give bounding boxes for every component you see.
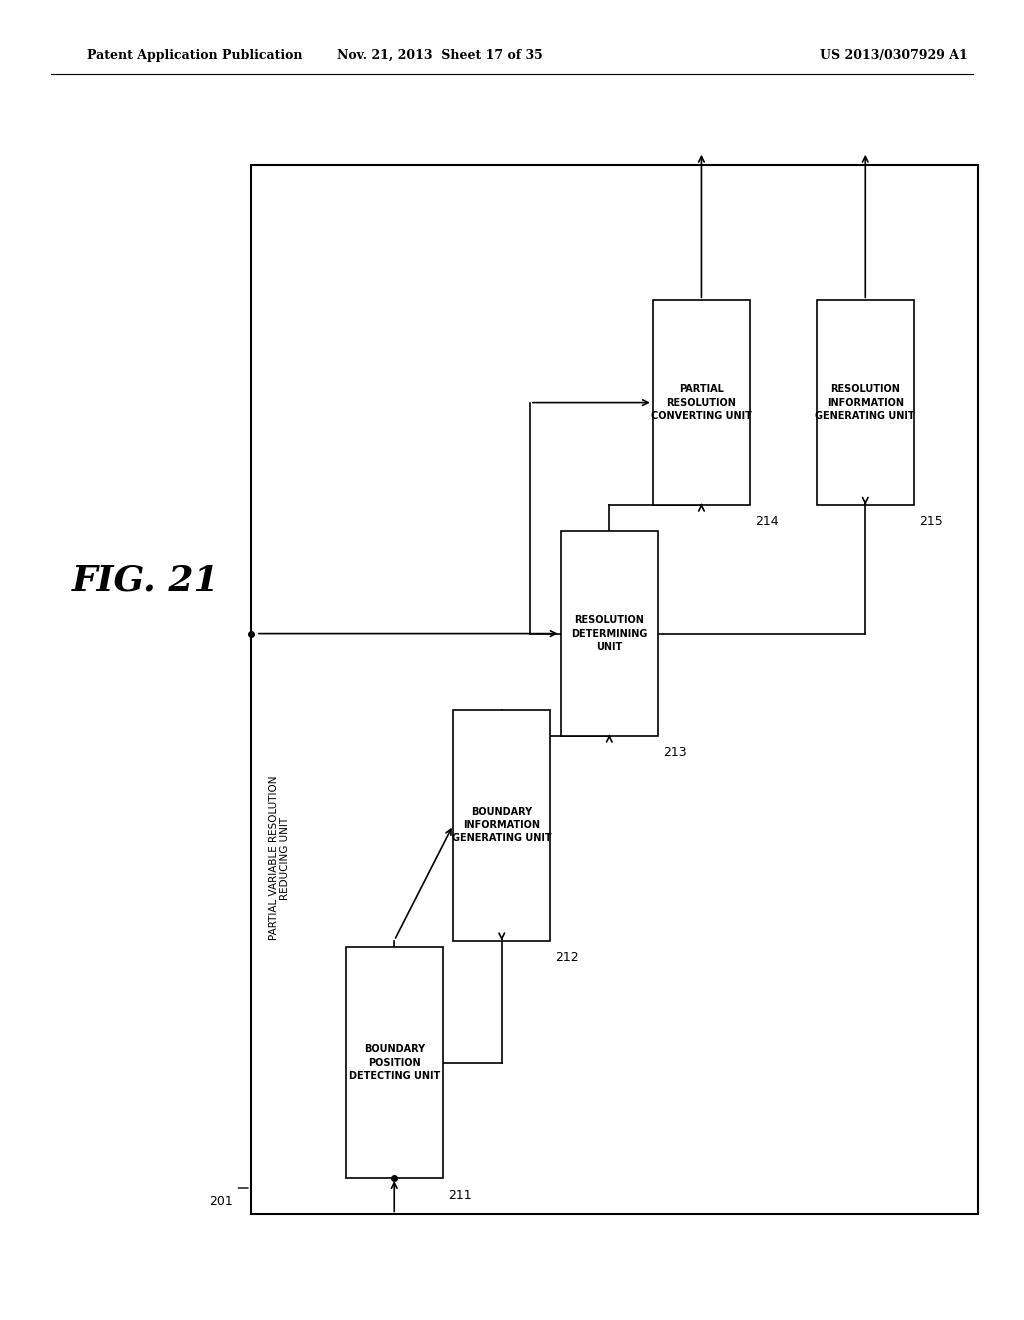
Text: 201: 201 bbox=[209, 1195, 232, 1208]
Text: 212: 212 bbox=[555, 950, 580, 964]
Text: 214: 214 bbox=[756, 516, 779, 528]
Text: 213: 213 bbox=[664, 747, 687, 759]
Text: RESOLUTION
DETERMINING
UNIT: RESOLUTION DETERMINING UNIT bbox=[571, 615, 647, 652]
Text: FIG. 21: FIG. 21 bbox=[72, 564, 219, 598]
Bar bbox=[453, 710, 551, 940]
Text: PARTIAL
RESOLUTION
CONVERTING UNIT: PARTIAL RESOLUTION CONVERTING UNIT bbox=[651, 384, 752, 421]
Bar bbox=[653, 301, 750, 506]
Text: PARTIAL VARIABLE RESOLUTION
REDUCING UNIT: PARTIAL VARIABLE RESOLUTION REDUCING UNI… bbox=[268, 776, 291, 940]
Text: BOUNDARY
POSITION
DETECTING UNIT: BOUNDARY POSITION DETECTING UNIT bbox=[348, 1044, 440, 1081]
Text: Patent Application Publication: Patent Application Publication bbox=[87, 49, 302, 62]
Bar bbox=[817, 301, 913, 506]
Bar bbox=[561, 531, 657, 737]
Text: US 2013/0307929 A1: US 2013/0307929 A1 bbox=[820, 49, 968, 62]
Text: 211: 211 bbox=[449, 1188, 472, 1201]
Text: BOUNDARY
INFORMATION
GENERATING UNIT: BOUNDARY INFORMATION GENERATING UNIT bbox=[452, 807, 552, 843]
Bar bbox=[346, 948, 442, 1177]
Bar bbox=[251, 165, 978, 1214]
Text: RESOLUTION
INFORMATION
GENERATING UNIT: RESOLUTION INFORMATION GENERATING UNIT bbox=[815, 384, 915, 421]
Text: Nov. 21, 2013  Sheet 17 of 35: Nov. 21, 2013 Sheet 17 of 35 bbox=[338, 49, 543, 62]
Text: 215: 215 bbox=[920, 516, 943, 528]
